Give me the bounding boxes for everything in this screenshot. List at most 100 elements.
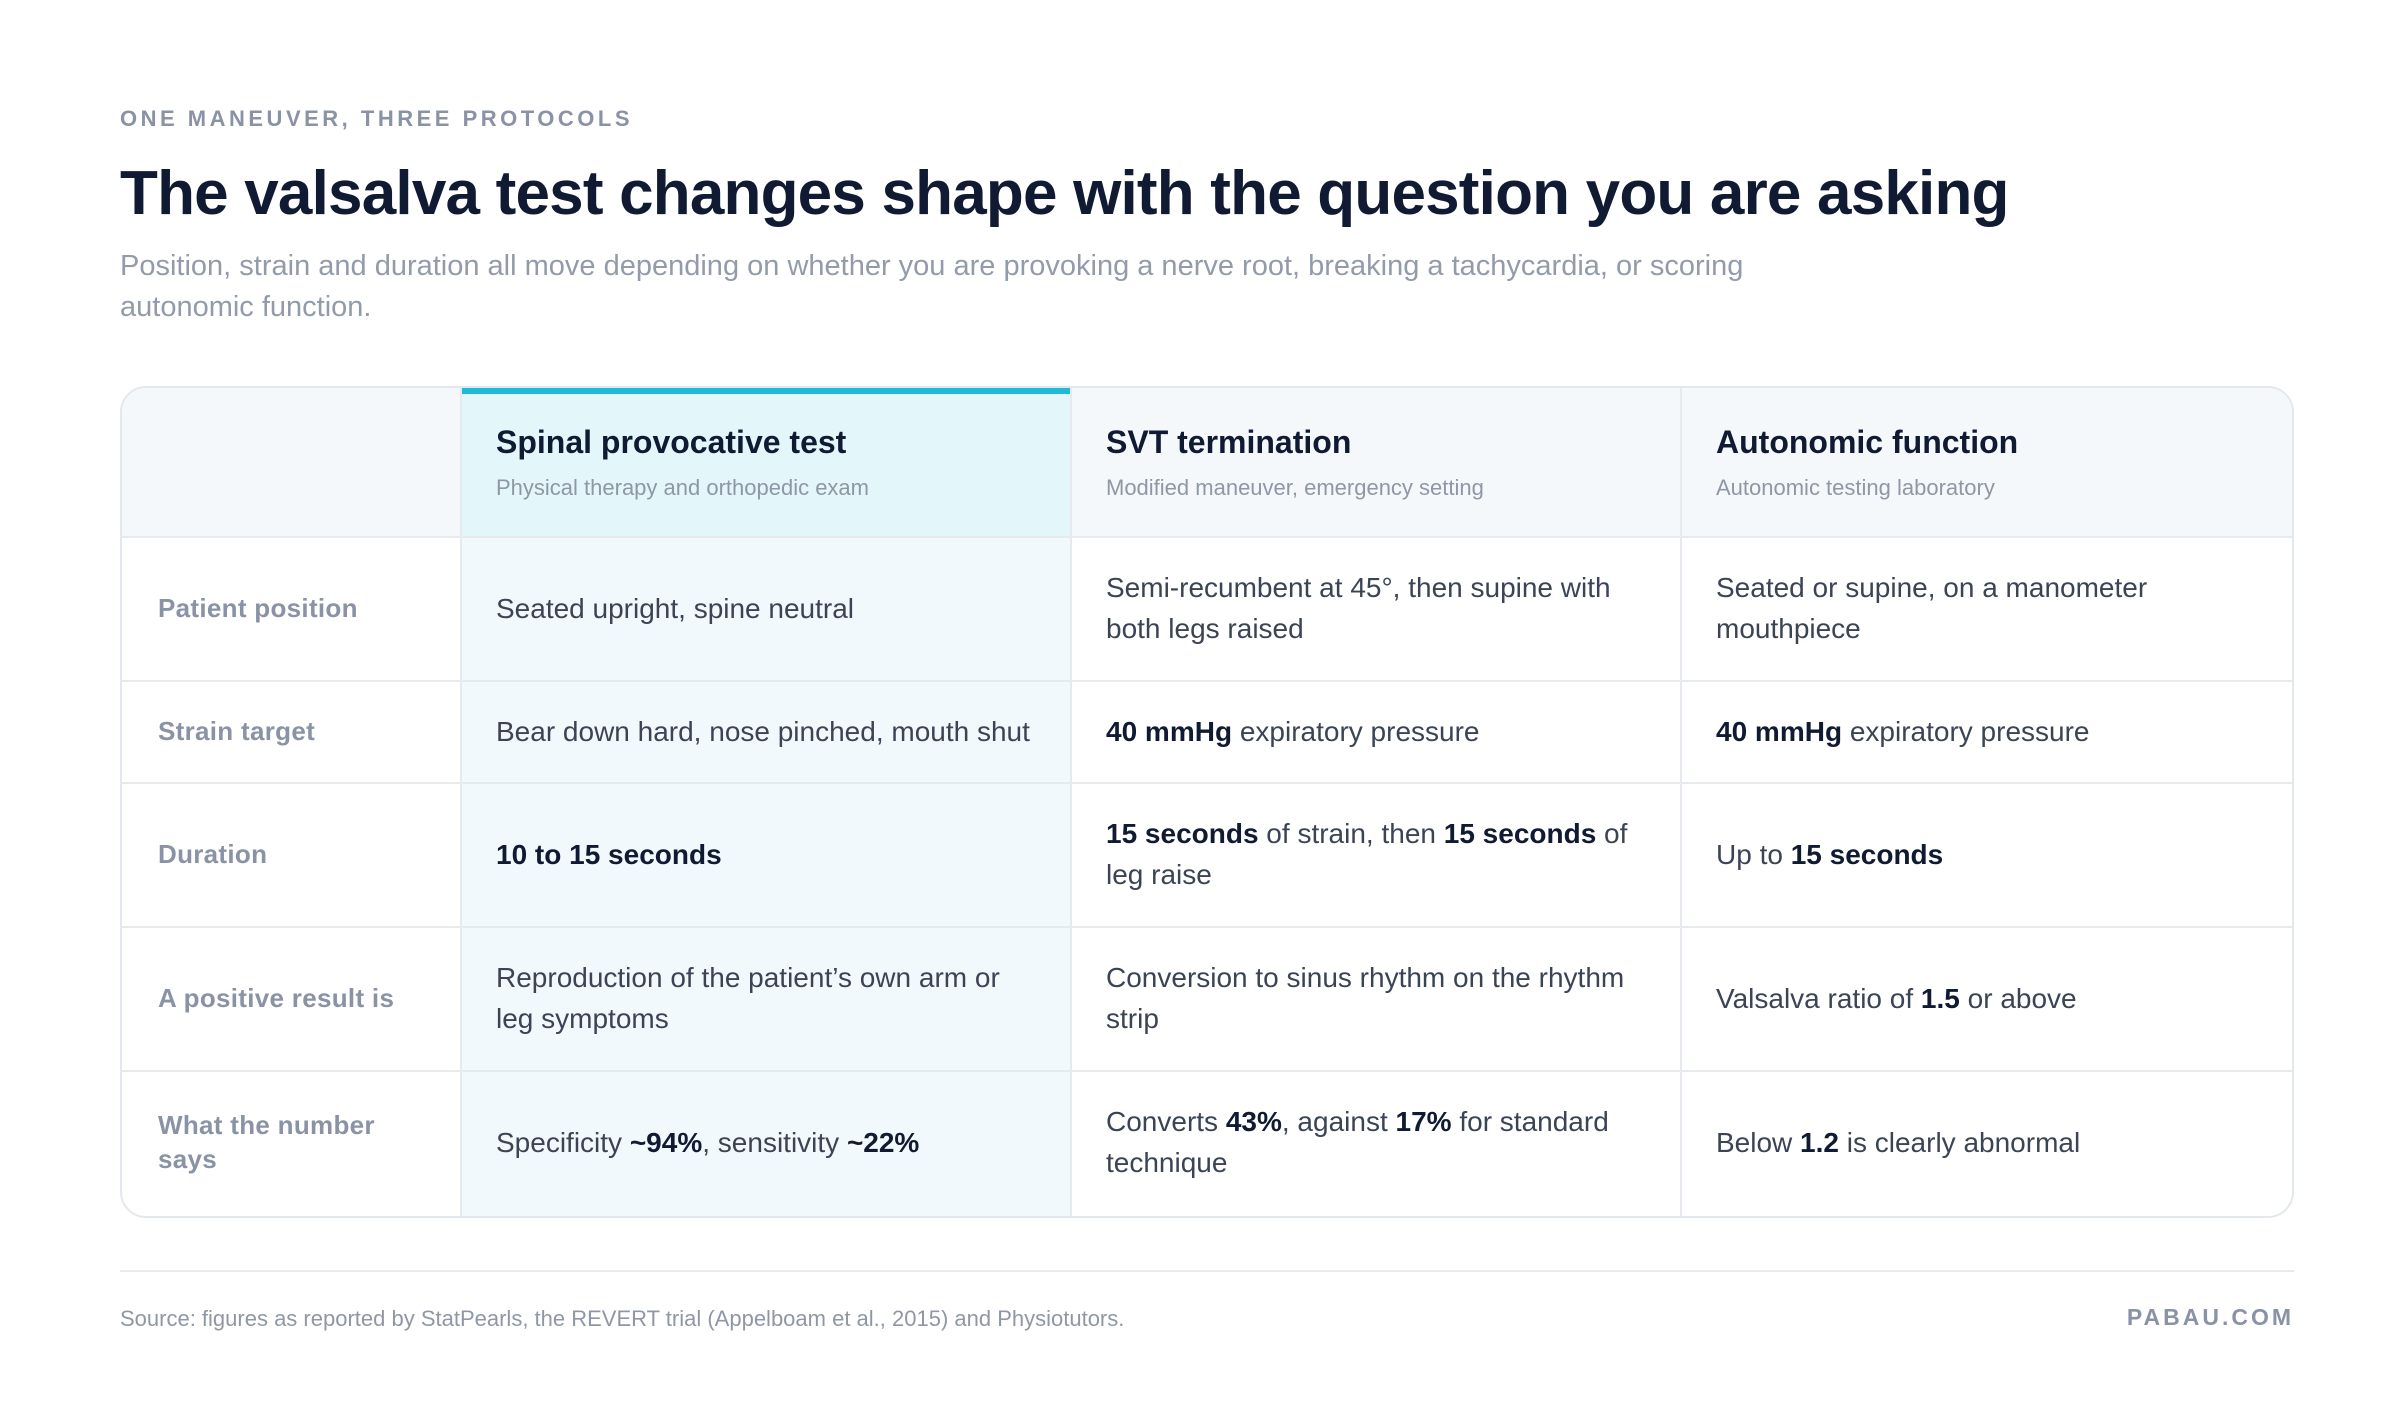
cell-emphasis: 1.2 (1800, 1126, 1839, 1158)
table-cell: Below 1.2 is clearly abnormal (1680, 1070, 2292, 1214)
highlight-header-background (460, 388, 1070, 536)
row-label: Patient position (158, 593, 358, 623)
comparison-table: Spinal provocative test Physical therapy … (120, 386, 2294, 1218)
row-label-cell: Patient position (122, 536, 460, 680)
cell-emphasis: ~22% (846, 1126, 920, 1158)
cell-text: of strain, then (1258, 818, 1444, 849)
footer-divider (120, 1270, 2294, 1272)
cell-text: Seated or supine, on a manometer mouthpi… (1716, 572, 2148, 644)
cell-value: 40 mmHg expiratory pressure (1106, 711, 1479, 752)
cell-text: Semi-recumbent at 45°, then supine with … (1106, 572, 1611, 644)
table-cell: Reproduction of the patient’s own arm or… (460, 926, 1070, 1070)
cell-text: Reproduction of the patient’s own arm or… (496, 962, 1000, 1034)
column-divider (460, 388, 462, 1216)
row-divider (122, 536, 2292, 538)
column-subtitle: Physical therapy and orthopedic exam (496, 475, 869, 500)
row-divider (122, 926, 2292, 928)
column-subtitle: Autonomic testing laboratory (1716, 475, 1995, 500)
cell-value: Reproduction of the patient’s own arm or… (496, 957, 1034, 1039)
cell-text: is clearly abnormal (1838, 1126, 2081, 1158)
cell-value: Specificity ~94%, sensitivity ~22% (496, 1122, 919, 1163)
source-note: Source: figures as reported by StatPearl… (120, 1306, 1125, 1331)
cell-value: Below 1.2 is clearly abnormal (1716, 1122, 2080, 1163)
cell-value: Bear down hard, nose pinched, mouth shut (496, 711, 1030, 752)
cell-text: for standard technique (1106, 1106, 1609, 1178)
cell-emphasis: 1.5 (1920, 982, 1960, 1014)
table-cell: 40 mmHg expiratory pressure (1070, 680, 1680, 782)
cell-value: Valsalva ratio of 1.5 or above (1716, 978, 2077, 1019)
cell-text: expiratory pressure (1232, 715, 1480, 747)
table-cell: Semi-recumbent at 45°, then supine with … (1070, 536, 1680, 680)
column-title: SVT termination (1106, 424, 1352, 460)
cell-emphasis: 40 mmHg (1106, 715, 1233, 747)
row-label: A positive result is (158, 983, 395, 1013)
cell-text: Converts (1106, 1106, 1226, 1137)
table-cell: 15 seconds of strain, then 15 seconds of… (1070, 782, 1680, 926)
cell-text: Up to (1716, 838, 1791, 870)
cell-value: Seated or supine, on a manometer mouthpi… (1716, 567, 2256, 649)
column-title: Spinal provocative test (496, 424, 847, 460)
table-cell: 40 mmHg expiratory pressure (1680, 680, 2292, 782)
row-label: Strain target (158, 716, 316, 746)
cell-emphasis: 17% (1395, 1106, 1452, 1137)
cell-value: Seated upright, spine neutral (496, 588, 854, 629)
column-title: Autonomic function (1716, 424, 2019, 460)
table-cell: Converts 43%, against 17% for standard t… (1070, 1070, 1680, 1214)
cell-emphasis: ~94% (629, 1126, 703, 1158)
eyebrow: ONE MANEUVER, THREE PROTOCOLS (120, 106, 634, 131)
cell-emphasis: 43% (1225, 1106, 1282, 1137)
cell-value: Up to 15 seconds (1716, 834, 1943, 875)
cell-emphasis: 40 mmHg (1716, 715, 1843, 747)
brand-mark: PABAU.COM (2126, 1304, 2294, 1330)
cell-text: of leg raise (1106, 818, 1628, 890)
cell-value: 15 seconds of strain, then 15 seconds of… (1106, 813, 1644, 895)
column-header: SVT termination Modified maneuver, emerge… (1070, 388, 1680, 536)
row-label-cell: What the number says (122, 1070, 460, 1214)
table-cell: Bear down hard, nose pinched, mouth shut (460, 680, 1070, 782)
page-title: The valsalva test changes shape with the… (120, 159, 2009, 228)
row-label-cell: A positive result is (122, 926, 460, 1070)
table-cell: 10 to 15 seconds (460, 782, 1070, 926)
row-divider (122, 680, 2292, 682)
cell-value: 10 to 15 seconds (496, 834, 722, 875)
column-header: Spinal provocative test Physical therapy … (460, 388, 1070, 536)
cell-value: Semi-recumbent at 45°, then supine with … (1106, 567, 1644, 649)
cell-emphasis: 15 seconds (1443, 818, 1597, 849)
cell-text: Bear down hard, nose pinched, mouth shut (496, 715, 1030, 747)
column-subtitle: Modified maneuver, emergency setting (1106, 475, 1484, 500)
cell-emphasis: 15 seconds (1790, 838, 1944, 870)
cell-value: 40 mmHg expiratory pressure (1716, 711, 2089, 752)
cell-value: Converts 43%, against 17% for standard t… (1106, 1101, 1644, 1183)
column-divider (1070, 388, 1072, 1216)
table-cell: Seated upright, spine neutral (460, 536, 1070, 680)
row-divider (122, 1070, 2292, 1072)
table-cell: Valsalva ratio of 1.5 or above (1680, 926, 2292, 1070)
page-subtitle: Position, strain and duration all move d… (120, 250, 1744, 323)
row-divider (122, 782, 2292, 784)
cell-text: Specificity (496, 1126, 630, 1158)
table-cell: Conversion to sinus rhythm on the rhythm… (1070, 926, 1680, 1070)
table-cell: Up to 15 seconds (1680, 782, 2292, 926)
table-cell: Specificity ~94%, sensitivity ~22% (460, 1070, 1070, 1214)
highlight-accent-bar (460, 388, 1070, 394)
column-divider (1680, 388, 1682, 1216)
cell-text: Valsalva ratio of (1716, 982, 1921, 1014)
table-cell: Seated or supine, on a manometer mouthpi… (1680, 536, 2292, 680)
row-label-cell: Duration (122, 782, 460, 926)
cell-text: expiratory pressure (1842, 715, 2090, 747)
cell-text: , sensitivity (702, 1126, 847, 1158)
row-label-cell: Strain target (122, 680, 460, 782)
cell-text: Seated upright, spine neutral (496, 592, 855, 624)
cell-emphasis: 15 seconds (1106, 818, 1259, 849)
cell-text: or above (1959, 982, 2077, 1014)
cell-text: , against (1281, 1106, 1396, 1137)
table-grid: Spinal provocative test Physical therapy … (122, 388, 2292, 1216)
cell-text: Below (1716, 1126, 1801, 1158)
row-label: Duration (158, 839, 268, 869)
cell-text: Conversion to sinus rhythm on the rhythm… (1106, 962, 1625, 1034)
column-header: Autonomic function Autonomic testing labo… (1680, 388, 2292, 536)
cell-emphasis: 10 to 15 seconds (496, 838, 722, 870)
cell-value: Conversion to sinus rhythm on the rhythm… (1106, 957, 1644, 1039)
row-label: What the number says (158, 1110, 375, 1174)
